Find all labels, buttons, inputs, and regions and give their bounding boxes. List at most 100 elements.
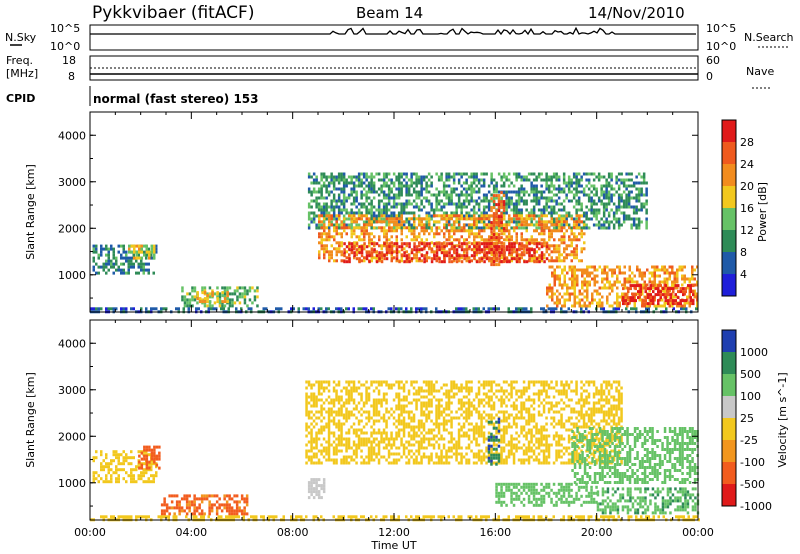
velocity-cell-r4 — [350, 386, 353, 390]
power-cell-r5 — [455, 202, 458, 206]
power-cell-r5 — [405, 202, 408, 206]
power-cell-r5 — [630, 226, 633, 230]
power-cell-r7 — [455, 251, 459, 255]
power-cell-r5 — [590, 217, 593, 221]
power-cell-r6 — [363, 244, 366, 248]
power-cell-r5 — [645, 211, 648, 215]
power-cell-r3 — [226, 294, 229, 298]
power-cell-r9 — [553, 280, 556, 284]
power-cell-r5 — [635, 196, 638, 200]
power-cell-r5 — [610, 196, 613, 200]
power-cell-r5 — [625, 196, 628, 200]
power-cell-r7 — [403, 251, 406, 255]
power-cell-r5 — [315, 175, 318, 179]
power-cell-r9 — [638, 274, 641, 278]
power-cell-r6 — [578, 259, 581, 263]
power-cell-r10 — [672, 302, 675, 306]
power-cell-r6 — [515, 214, 518, 218]
power-cell-r10 — [652, 299, 655, 303]
velocity-cell-r3 — [467, 515, 470, 519]
power-cell-r9 — [618, 271, 621, 275]
power-cell-r9 — [663, 268, 666, 272]
velocity-cell-r0 — [92, 477, 95, 481]
velocity-cell-r4 — [327, 416, 331, 420]
velocity-cell-r0 — [120, 453, 123, 457]
power-cell-r5 — [462, 187, 466, 191]
velocity-cell-r4 — [332, 401, 336, 405]
power-cell-r9 — [571, 274, 574, 278]
power-cell-r1 — [145, 247, 148, 251]
power-cell-r9 — [681, 274, 684, 278]
power-cell-r7 — [368, 260, 371, 264]
power-cell-r6 — [563, 259, 566, 263]
velocity-cell-r4 — [315, 422, 318, 426]
power-cell-r9 — [608, 292, 611, 296]
power-cell-r9 — [623, 277, 626, 281]
power-cell-r0 — [155, 250, 158, 254]
power-cell-r6 — [330, 214, 333, 218]
power-cell-r9 — [696, 298, 699, 302]
velocity-cell-r3 — [517, 515, 520, 519]
power-cell-r5 — [522, 187, 526, 191]
power-cell-r4 — [175, 307, 178, 311]
power-cell-r9 — [616, 298, 619, 302]
velocity-cell-r2 — [183, 494, 186, 498]
power-cell-r9 — [658, 274, 661, 278]
velocity-cell-r4 — [340, 437, 343, 441]
power-cell-r5 — [605, 226, 608, 230]
power-cell-r6 — [515, 235, 518, 239]
velocity-cell-r4 — [350, 380, 353, 384]
power-cell-r5 — [520, 226, 523, 230]
power-cell-r9 — [576, 280, 579, 284]
power-cell-r9 — [551, 274, 554, 278]
power-cell-r6 — [343, 226, 346, 230]
power-cell-r9 — [566, 271, 569, 275]
velocity-cell-r3 — [630, 515, 633, 519]
power-cell-r4 — [150, 307, 153, 311]
velocity-cell-r4 — [357, 386, 361, 390]
power-cell-r9 — [553, 277, 556, 281]
power-cell-r6 — [488, 235, 491, 239]
power-cell-r5 — [487, 202, 491, 206]
power-cell-r6 — [518, 223, 521, 227]
power-cell-r9 — [683, 304, 686, 308]
power-cell-r6 — [320, 226, 323, 230]
velocity-cell-r3 — [360, 515, 363, 519]
power-cell-r5 — [597, 208, 601, 212]
power-cell-r5 — [387, 193, 391, 197]
power-cell-r5 — [550, 208, 553, 212]
power-cell-r6 — [400, 223, 403, 227]
velocity-cell-r4 — [330, 401, 333, 405]
velocity-cell-r4 — [337, 425, 341, 429]
power-cell-r5 — [640, 193, 643, 197]
power-cell-r6 — [365, 226, 368, 230]
power-cell-r2 — [243, 289, 247, 293]
power-cell-r5 — [522, 202, 526, 206]
power-cell-r8 — [502, 227, 506, 231]
power-cell-r10 — [627, 302, 630, 306]
power-cell-r3 — [221, 300, 224, 304]
power-cell-r2 — [248, 298, 252, 302]
power-cell-r6 — [580, 232, 583, 236]
power-cell-r7 — [365, 254, 369, 258]
power-cell-r5 — [310, 193, 313, 197]
velocity-cell-r4 — [352, 401, 356, 405]
power-cell-r2 — [253, 289, 257, 293]
velocity-cell-r0 — [117, 459, 120, 463]
power-cell-r5 — [610, 187, 613, 191]
power-cell-r6 — [428, 232, 431, 236]
power-cell-r5 — [472, 181, 476, 185]
power-cell-r6 — [580, 235, 583, 239]
power-cell-r9 — [636, 280, 639, 284]
power-cell-r6 — [418, 235, 421, 239]
power-cell-r6 — [393, 217, 396, 221]
power-cell-r9 — [668, 271, 671, 275]
power-cell-r6 — [435, 214, 438, 218]
velocity-cell-r4 — [307, 455, 311, 459]
power-cell-r6 — [400, 217, 403, 221]
velocity-cell-r2 — [193, 500, 196, 504]
power-cell-r5 — [360, 205, 363, 209]
velocity-cell-r3 — [475, 515, 478, 519]
power-cell-r5 — [570, 199, 573, 203]
power-cell-r5 — [455, 208, 458, 212]
